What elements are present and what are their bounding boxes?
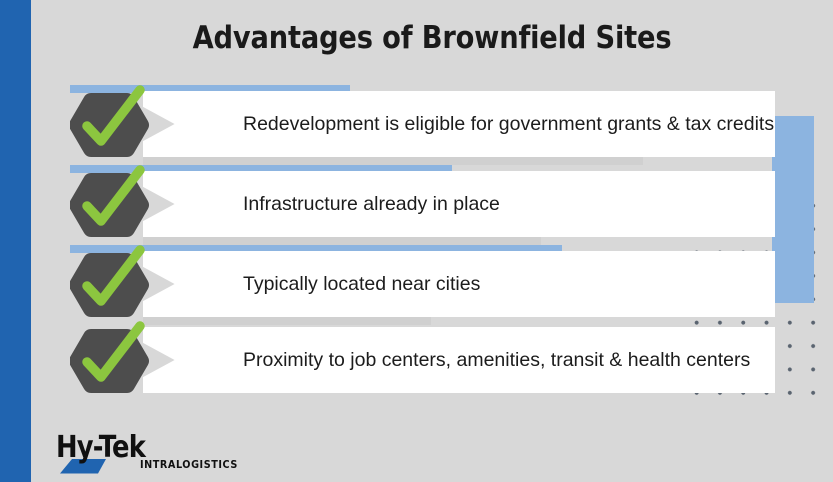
decorative-blue-block bbox=[772, 116, 814, 303]
advantage-card: Redevelopment is eligible for government… bbox=[143, 91, 775, 157]
check-mark-icon bbox=[70, 85, 149, 157]
row-gap-strip bbox=[143, 237, 541, 245]
check-mark-icon bbox=[70, 321, 149, 393]
row-gap-strip bbox=[143, 317, 431, 325]
row-gap-blue-strip bbox=[70, 165, 452, 173]
advantage-card: Infrastructure already in place bbox=[143, 171, 775, 237]
advantage-card: Proximity to job centers, amenities, tra… bbox=[143, 327, 775, 393]
row-gap-blue-strip bbox=[70, 245, 562, 253]
check-badge bbox=[70, 165, 150, 245]
advantage-text: Proximity to job centers, amenities, tra… bbox=[243, 349, 751, 371]
logo-wordmark: Hy-Tek bbox=[56, 430, 146, 465]
check-mark-icon bbox=[70, 165, 149, 237]
logo-tagline: INTRALOGISTICS bbox=[140, 459, 238, 471]
row-gap-blue-strip bbox=[70, 85, 350, 93]
advantage-text: Typically located near cities bbox=[243, 273, 481, 295]
advantage-row: Infrastructure already in place bbox=[70, 165, 780, 245]
left-accent-bar bbox=[0, 0, 31, 482]
check-mark-icon bbox=[70, 245, 149, 317]
check-badge bbox=[70, 85, 150, 165]
check-badge bbox=[70, 245, 150, 325]
advantage-row: Proximity to job centers, amenities, tra… bbox=[70, 321, 780, 401]
page-title: Advantages of Brownfield Sites bbox=[192, 20, 672, 56]
company-logo: Hy-Tek INTRALOGISTICS bbox=[56, 430, 256, 478]
logo-swoosh-icon bbox=[60, 459, 106, 474]
advantage-row: Typically located near cities bbox=[70, 245, 780, 325]
advantage-text: Infrastructure already in place bbox=[243, 193, 500, 215]
advantage-text: Redevelopment is eligible for government… bbox=[243, 113, 775, 135]
advantage-card: Typically located near cities bbox=[143, 251, 775, 317]
advantage-row: Redevelopment is eligible for government… bbox=[70, 85, 780, 165]
check-badge bbox=[70, 321, 150, 401]
row-gap-strip bbox=[143, 157, 643, 165]
